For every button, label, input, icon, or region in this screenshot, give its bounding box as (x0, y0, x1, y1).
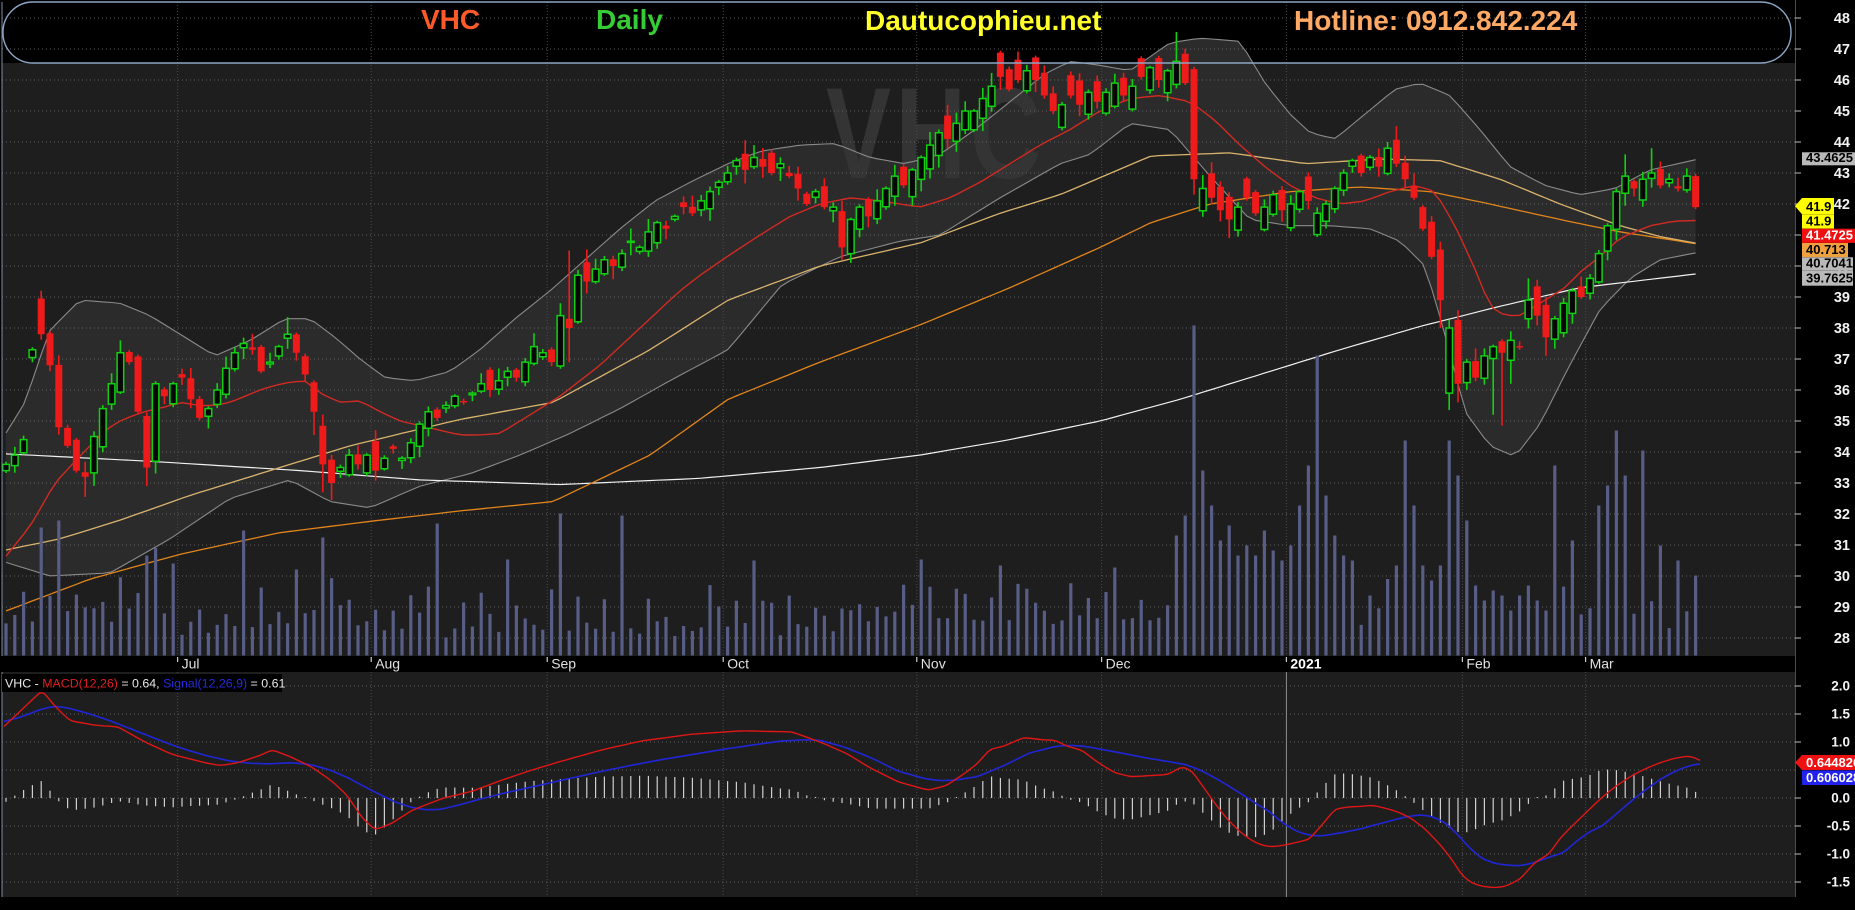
svg-text:Aug: Aug (375, 656, 400, 672)
svg-text:-0.5: -0.5 (1827, 819, 1851, 834)
svg-text:47: 47 (1834, 42, 1850, 58)
svg-text:-1.5: -1.5 (1827, 875, 1851, 890)
svg-text:VHC: VHC (826, 61, 1045, 206)
svg-text:43: 43 (1834, 166, 1850, 182)
svg-text:35: 35 (1834, 414, 1850, 430)
svg-text:Feb: Feb (1466, 656, 1490, 672)
svg-text:0.0: 0.0 (1831, 791, 1850, 806)
svg-text:43.4625: 43.4625 (1806, 150, 1853, 165)
svg-text:32: 32 (1834, 507, 1850, 523)
svg-text:46: 46 (1834, 73, 1850, 89)
svg-text:40.713: 40.713 (1806, 242, 1846, 257)
svg-text:34: 34 (1834, 445, 1850, 461)
svg-text:41.9: 41.9 (1806, 199, 1831, 214)
svg-text:Hotline: 0912.842.224: Hotline: 0912.842.224 (1294, 5, 1578, 36)
svg-text:33: 33 (1834, 476, 1850, 492)
svg-text:Nov: Nov (921, 656, 946, 672)
svg-text:28: 28 (1834, 631, 1850, 647)
svg-text:40.7041: 40.7041 (1806, 256, 1853, 271)
svg-text:2.0: 2.0 (1831, 679, 1850, 694)
svg-text:39.7625: 39.7625 (1806, 271, 1853, 286)
svg-text:39: 39 (1834, 290, 1850, 306)
svg-text:0.606028: 0.606028 (1806, 770, 1855, 785)
svg-text:-1.0: -1.0 (1827, 847, 1850, 862)
svg-text:2021: 2021 (1290, 656, 1321, 672)
svg-text:Sep: Sep (551, 656, 576, 672)
svg-text:42: 42 (1834, 197, 1850, 213)
svg-text:37: 37 (1834, 352, 1850, 368)
svg-text:VHC: VHC (421, 4, 480, 35)
svg-text:41.4725: 41.4725 (1806, 228, 1853, 243)
svg-text:1.0: 1.0 (1831, 735, 1850, 750)
svg-text:Daily: Daily (596, 4, 663, 35)
svg-text:44: 44 (1834, 135, 1850, 151)
svg-text:Dautucophieu.net: Dautucophieu.net (865, 5, 1101, 36)
svg-text:29: 29 (1834, 600, 1850, 616)
svg-text:Jul: Jul (182, 656, 200, 672)
svg-text:0.644826: 0.644826 (1806, 755, 1855, 770)
svg-text:1.5: 1.5 (1831, 707, 1850, 722)
svg-text:Oct: Oct (727, 656, 749, 672)
svg-text:Dec: Dec (1106, 656, 1131, 672)
svg-text:Mar: Mar (1590, 656, 1614, 672)
svg-text:45: 45 (1834, 104, 1850, 120)
svg-text:30: 30 (1834, 569, 1850, 585)
svg-text:VHC - MACD(12,26) = 0.64, Sign: VHC - MACD(12,26) = 0.64, Signal(12,26,9… (5, 677, 285, 691)
svg-text:41.9: 41.9 (1806, 213, 1831, 228)
svg-text:48: 48 (1834, 11, 1850, 27)
svg-text:31: 31 (1834, 538, 1850, 554)
svg-text:38: 38 (1834, 321, 1850, 337)
svg-text:36: 36 (1834, 383, 1850, 399)
